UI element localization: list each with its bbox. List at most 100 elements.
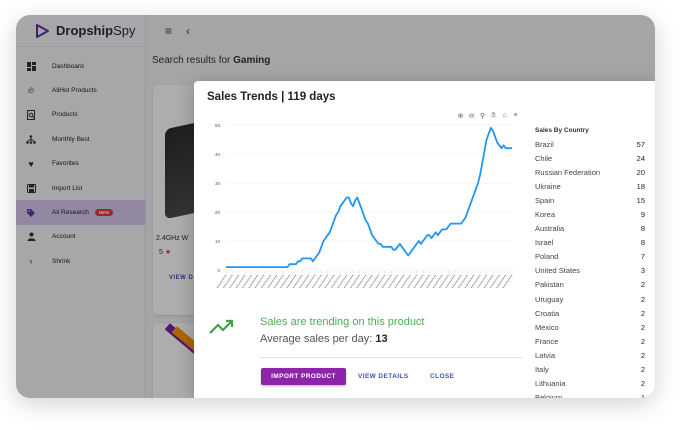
- x-tick-label: [324, 274, 335, 289]
- country-name: Belgium: [535, 393, 563, 398]
- sidebar-item-alihot-products[interactable]: 🔥︎ AliHot Products: [16, 78, 145, 102]
- fire-icon: 🔥︎: [27, 85, 35, 96]
- x-tick-label: [496, 274, 507, 289]
- y-tick-label: 20: [215, 210, 221, 215]
- country-name: Uruguay: [535, 294, 564, 304]
- x-tick-label: [381, 274, 392, 289]
- x-tick-label: [305, 274, 316, 289]
- x-tick-label: [489, 274, 500, 289]
- chart-menu-icon[interactable]: ≡: [513, 112, 518, 119]
- country-row: Israel 8: [535, 236, 645, 250]
- country-name: Spain: [535, 195, 555, 205]
- new-badge: NEW: [94, 209, 114, 217]
- country-row: France 2: [535, 334, 645, 348]
- x-tick-label: [254, 274, 265, 289]
- x-tick-label: [261, 274, 271, 289]
- average-sales-label: Average sales per day:: [260, 333, 376, 345]
- search-prefix: Search results for: [152, 55, 234, 66]
- x-tick-label: [464, 274, 475, 289]
- country-count: 2: [640, 308, 645, 318]
- sidebar-item-label: Shrink: [52, 257, 71, 265]
- brand-name: DropshipSpy: [56, 23, 135, 38]
- country-count: 8: [640, 238, 645, 248]
- y-tick-label: 10: [215, 239, 221, 244]
- country-name: Ukraine: [535, 181, 561, 191]
- country-name: Chile: [535, 153, 553, 163]
- country-count: 24: [636, 153, 645, 163]
- x-tick-label: [407, 274, 418, 289]
- network-icon: [26, 134, 36, 144]
- close-button[interactable]: CLOSE: [430, 373, 455, 380]
- sidebar-item-shrink[interactable]: ‹ Shrink: [16, 249, 145, 273]
- save-icon: [26, 183, 36, 193]
- country-name: Croatia: [535, 308, 560, 318]
- sidebar-item-ali-research[interactable]: Ali Research NEW: [16, 200, 145, 225]
- x-tick-label: [483, 274, 494, 289]
- x-tick-label: [394, 274, 405, 289]
- x-tick-label: [369, 274, 379, 289]
- country-count: 2: [640, 350, 645, 360]
- country-row: United States 3: [535, 264, 645, 278]
- sidebar-item-label: Favorites: [52, 160, 79, 168]
- zoom-select-icon[interactable]: ⚲: [479, 113, 486, 120]
- x-tick-label: [343, 274, 354, 289]
- country-row: Italy 2: [535, 363, 645, 377]
- country-row: Ukraine 18: [535, 179, 645, 193]
- y-tick-label: 40: [215, 152, 221, 157]
- x-tick-label: [235, 274, 246, 289]
- country-name: Mexico: [535, 322, 559, 332]
- country-count: 9: [640, 210, 645, 220]
- sidebar: DropshipSpy Dashboard 🔥︎ AliHot Products …: [16, 15, 146, 398]
- x-tick-label: [362, 274, 373, 289]
- country-name: Russian Federation: [535, 167, 601, 177]
- sales-line: [226, 127, 512, 268]
- country-count: 15: [636, 195, 645, 205]
- x-tick-label: [216, 274, 227, 289]
- country-row: Poland 7: [535, 250, 645, 264]
- x-tick-label: [419, 274, 430, 289]
- sidebar-item-monthly-best[interactable]: Monthly Best: [16, 127, 145, 151]
- chart-toolbar: ⊕ ⊖ ⚲ ✋︎ ⌂ ≡: [456, 112, 520, 120]
- country-count: 2: [640, 294, 645, 304]
- divider: [260, 357, 522, 358]
- sidebar-item-label: Monthly Best: [52, 135, 90, 143]
- search-results-title: Search results for Gaming: [152, 55, 270, 66]
- sidebar-item-favorites[interactable]: ♥ Favorites: [16, 152, 145, 176]
- sidebar-item-dashboard[interactable]: Dashboard: [16, 54, 145, 78]
- view-details-button[interactable]: VIEW DETAILS: [358, 373, 409, 380]
- import-product-button[interactable]: IMPORT PRODUCT: [261, 368, 346, 385]
- country-name: United States: [535, 266, 581, 276]
- x-tick-label: [229, 274, 240, 289]
- x-tick-label: [248, 274, 259, 289]
- brand-logo[interactable]: DropshipSpy: [16, 15, 145, 47]
- chevron-left-icon: ‹: [29, 256, 33, 267]
- x-tick-label: [286, 274, 297, 289]
- zoom-in-icon[interactable]: ⊕: [457, 113, 464, 120]
- country-count: 8: [640, 224, 645, 234]
- country-count: 2: [640, 322, 645, 332]
- view-details-link[interactable]: VIEW D: [169, 275, 194, 281]
- country-row: Russian Federation 20: [535, 165, 645, 179]
- trending-up-icon: [209, 319, 234, 334]
- brand-bold: Dropship: [56, 23, 114, 38]
- country-row: Latvia 2: [535, 348, 645, 362]
- x-tick-label: [470, 274, 481, 289]
- sidebar-item-products[interactable]: Products: [16, 103, 145, 127]
- modal-title: Sales Trends | 119 days: [207, 91, 336, 103]
- y-tick-label: 50: [215, 123, 221, 128]
- sidebar-item-label: Dashboard: [52, 62, 84, 70]
- chevron-left-icon[interactable]: ‹: [186, 24, 191, 38]
- sidebar-item-account[interactable]: Account: [16, 225, 145, 249]
- country-list: Brazil 57 Chile 24 Russian Federation 20 Ukrai…: [535, 137, 645, 398]
- zoom-out-icon[interactable]: ⊖: [468, 113, 475, 120]
- country-count: 2: [640, 365, 645, 375]
- star-icon: ★: [164, 249, 172, 256]
- country-name: Korea: [535, 210, 556, 220]
- x-tick-label: [350, 274, 360, 289]
- sidebar-item-import-list[interactable]: Import List: [16, 176, 145, 200]
- play-logo-icon: [36, 23, 49, 38]
- rating-value: 5: [159, 249, 163, 256]
- pan-icon[interactable]: ✋︎: [491, 112, 496, 119]
- home-icon[interactable]: ⌂: [502, 112, 507, 119]
- menu-icon[interactable]: ≡: [165, 24, 173, 38]
